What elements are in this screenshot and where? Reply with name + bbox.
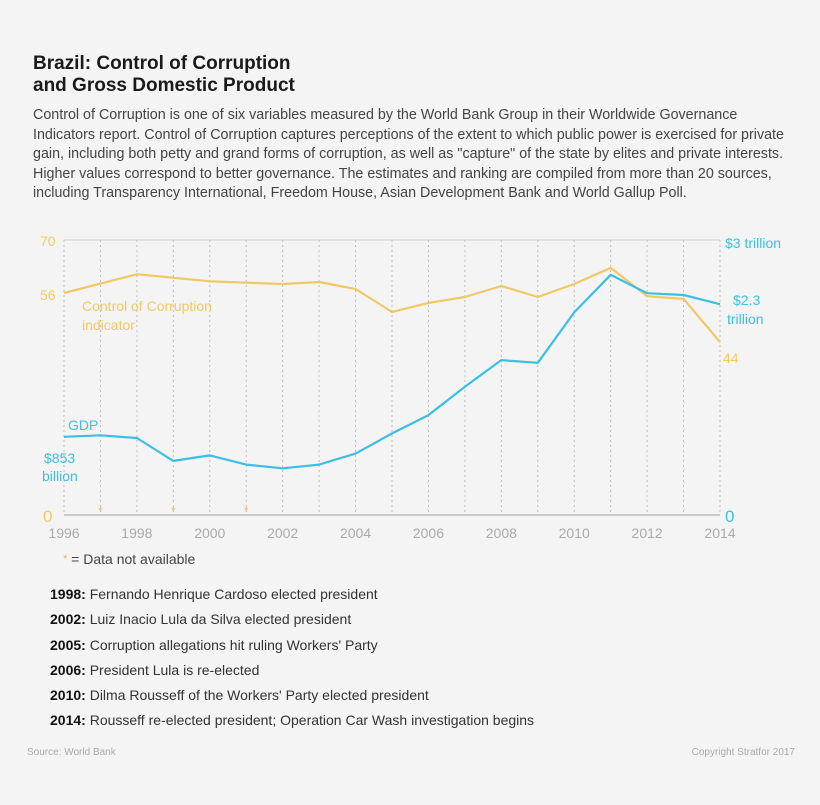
x-tick-label: 1998 (121, 525, 152, 541)
event-item: 2002: Luiz Inacio Lula da Silva elected … (50, 610, 534, 635)
source: Source: World Bank (27, 747, 116, 758)
x-tick-label: 2006 (413, 525, 444, 541)
event-item: 2010: Dilma Rousseff of the Workers' Par… (50, 686, 534, 711)
line-chart: * * * 1996 1998 2000 2002 2004 2006 2008 2010 2012… (40, 233, 781, 541)
x-tick-label: 2004 (340, 525, 371, 541)
corruption-end-label: 44 (723, 350, 739, 366)
gdp-end-label-2: trillion (727, 311, 764, 327)
event-item: 1998: Fernando Henrique Cardoso elected … (50, 585, 534, 610)
legend-note: * = Data not available (63, 551, 195, 567)
left-tick-56: 56 (40, 287, 56, 303)
missing-data-marker: * (171, 505, 176, 517)
event-text: Rousseff re-elected president; Operation… (85, 712, 535, 729)
x-tick-label: 2000 (194, 525, 225, 541)
event-text: Corruption allegations hit ruling Worker… (85, 636, 378, 653)
chart-title: Brazil: Control of Corruption and Gross … (33, 53, 295, 97)
event-year: 2006: (50, 661, 86, 678)
x-tick-label: 2002 (267, 525, 298, 541)
gdp-start-label-1: $853 (44, 450, 75, 466)
star-icon: * (63, 553, 68, 565)
event-text: Dilma Rousseff of the Workers' Party ele… (85, 687, 429, 704)
gdp-end-label-1: $2.3 (733, 292, 760, 308)
event-text: Fernando Henrique Cardoso elected presid… (85, 586, 378, 602)
corruption-series-label-1: Control of Corruption (82, 298, 212, 314)
event-text: Luiz Inacio Lula da Silva elected presid… (85, 611, 352, 628)
right-tick-3-trillion: $3 trillion (725, 235, 781, 251)
event-text: President Lula is re-elected (85, 661, 260, 678)
markers: * * * (98, 505, 249, 517)
event-item: 2006: President Lula is re-elected (50, 661, 534, 686)
x-tick-label: 2010 (559, 525, 590, 541)
left-tick-0: 0 (43, 507, 52, 526)
gdp-start-label-2: billion (42, 468, 78, 484)
event-item: 2005: Corruption allegations hit ruling … (50, 636, 534, 661)
missing-data-marker: * (98, 505, 103, 517)
gdp-line (63, 273, 721, 470)
gdp-series-label: GDP (68, 417, 98, 433)
corruption-series-label-2: indicator (82, 317, 135, 333)
events-list: 1998: Fernando Henrique Cardoso elected … (50, 585, 534, 737)
event-year: 2002: (50, 611, 86, 628)
corruption-line (63, 266, 721, 343)
legend-note-text: = Data not available (67, 551, 196, 567)
copyright: Copyright Stratfor 2017 (691, 747, 795, 758)
right-tick-0: 0 (725, 507, 734, 526)
title-line-1: Brazil: Control of Corruption (33, 53, 291, 74)
x-tick-label: 1996 (48, 525, 79, 541)
event-year: 2010: (50, 687, 86, 704)
x-tick-labels: 1996 1998 2000 2002 2004 2006 2008 2010 2012 2014 (48, 525, 735, 541)
left-tick-70: 70 (40, 233, 56, 249)
x-tick-label: 2008 (486, 525, 517, 541)
x-tick-label: 2012 (632, 525, 663, 541)
event-year: 2005: (50, 636, 86, 653)
event-year: 1998: (50, 586, 86, 602)
missing-data-marker: * (244, 505, 249, 517)
title-line-2: and Gross Domestic Product (33, 75, 295, 96)
series-lines (63, 266, 721, 470)
x-tick-label: 2014 (704, 525, 735, 541)
event-year: 2014: (50, 712, 86, 729)
event-item: 2014: Rousseff re-elected president; Ope… (50, 711, 534, 736)
description: Control of Corruption is one of six vari… (33, 107, 784, 202)
